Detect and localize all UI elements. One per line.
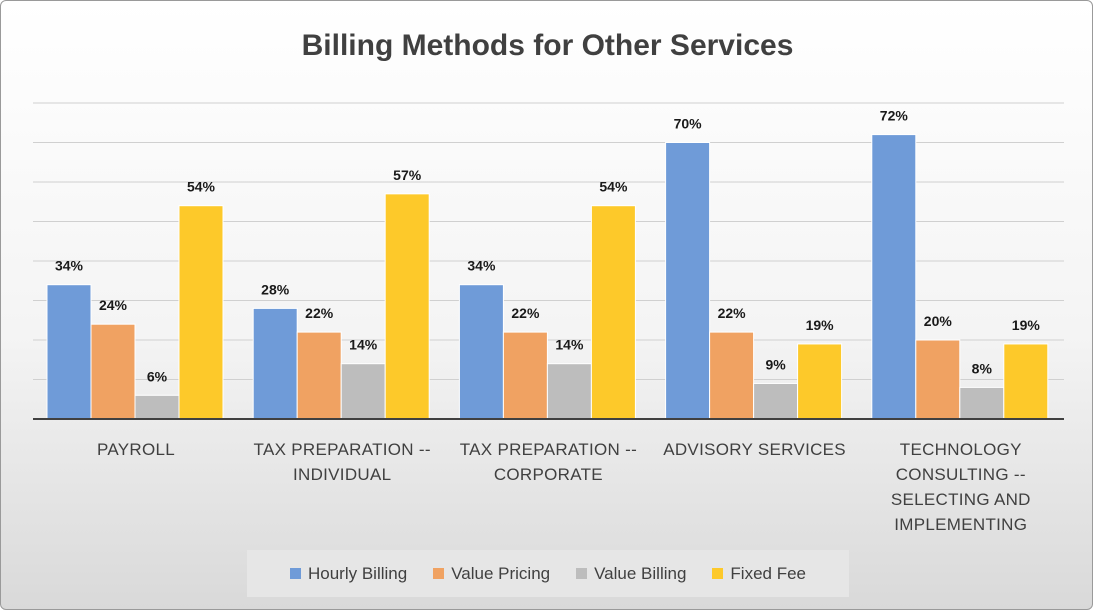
legend-item: Hourly Billing [290, 564, 407, 584]
category-label-line: TAX PREPARATION -- [459, 440, 638, 459]
category-label-line: CORPORATE [493, 465, 603, 484]
category-label-line: ADVISORY SERVICES [663, 440, 846, 459]
bar-fixed-fee [384, 193, 430, 420]
data-label: 54% [599, 179, 628, 195]
bar-value-billing [134, 394, 180, 420]
legend-item: Value Billing [576, 564, 686, 584]
data-label: 28% [261, 281, 290, 297]
data-label: 22% [718, 305, 747, 321]
category-label-line: CONSULTING -- [895, 465, 1026, 484]
data-label: 22% [305, 305, 334, 321]
bar-value-billing [340, 363, 386, 420]
bar-hourly-billing [871, 134, 917, 420]
data-label: 54% [187, 179, 216, 195]
bar-fixed-fee [178, 205, 224, 420]
data-label: 8% [972, 360, 993, 376]
bar-value-billing [753, 382, 799, 420]
category-label: TAX PREPARATION -- CORPORATE [445, 437, 651, 487]
legend-item: Value Pricing [433, 564, 550, 584]
bar-hourly-billing [46, 284, 92, 420]
data-label: 14% [555, 337, 584, 353]
data-label: 14% [349, 337, 378, 353]
bar-value-pricing [296, 331, 342, 420]
data-label: 24% [99, 297, 128, 313]
data-label: 57% [393, 167, 422, 183]
bar-value-billing [959, 386, 1005, 420]
legend-label: Hourly Billing [308, 563, 408, 583]
bar-hourly-billing [252, 307, 298, 420]
category-label-line: TAX PREPARATION -- [253, 440, 431, 459]
legend-label: Value Pricing [451, 563, 551, 583]
data-label: 70% [674, 116, 703, 132]
legend-item: Fixed Fee [712, 564, 806, 584]
category-label-line: TECHNOLOGY [899, 440, 1022, 459]
data-label: 34% [467, 258, 496, 274]
bar-hourly-billing [458, 284, 504, 420]
category-label-line: INDIVIDUAL [292, 465, 392, 484]
legend-swatch [712, 568, 724, 579]
category-label-line: PAYROLL [96, 440, 175, 459]
category-label-line: SELECTING AND [890, 490, 1031, 509]
bar-fixed-fee [797, 343, 843, 420]
category-label: ADVISORY SERVICES [652, 437, 858, 462]
legend-swatch [290, 568, 301, 579]
legend-label: Value Billing [594, 563, 687, 583]
data-label: 19% [1012, 317, 1041, 333]
category-label: TECHNOLOGY CONSULTING -- SELECTING AND IMPL… [858, 437, 1064, 537]
legend-swatch [433, 568, 445, 579]
data-label: 9% [765, 356, 786, 372]
data-label: 20% [924, 313, 953, 329]
data-label: 72% [880, 108, 909, 124]
bar-value-pricing [90, 323, 136, 420]
legend-label: Fixed Fee [730, 563, 806, 583]
bar-value-billing [546, 363, 592, 420]
legend-swatch [576, 568, 588, 579]
bar-value-pricing [502, 331, 548, 420]
data-label: 19% [806, 317, 835, 333]
data-label: 22% [511, 305, 540, 321]
data-label: 6% [147, 368, 168, 384]
chart-title: Billing Methods for Other Services [301, 29, 794, 62]
bar-value-pricing [709, 331, 755, 420]
bar-value-pricing [915, 339, 961, 420]
bar-hourly-billing [665, 142, 711, 420]
legend: Hourly Billing Value Pricing Value Billing… [247, 550, 849, 597]
category-label: PAYROLL [33, 437, 239, 462]
bar-fixed-fee [1003, 343, 1049, 420]
data-label: 34% [55, 258, 84, 274]
bar-fixed-fee [590, 205, 636, 420]
category-label-line: IMPLEMENTING [894, 515, 1028, 534]
category-label: TAX PREPARATION -- INDIVIDUAL [239, 437, 445, 487]
